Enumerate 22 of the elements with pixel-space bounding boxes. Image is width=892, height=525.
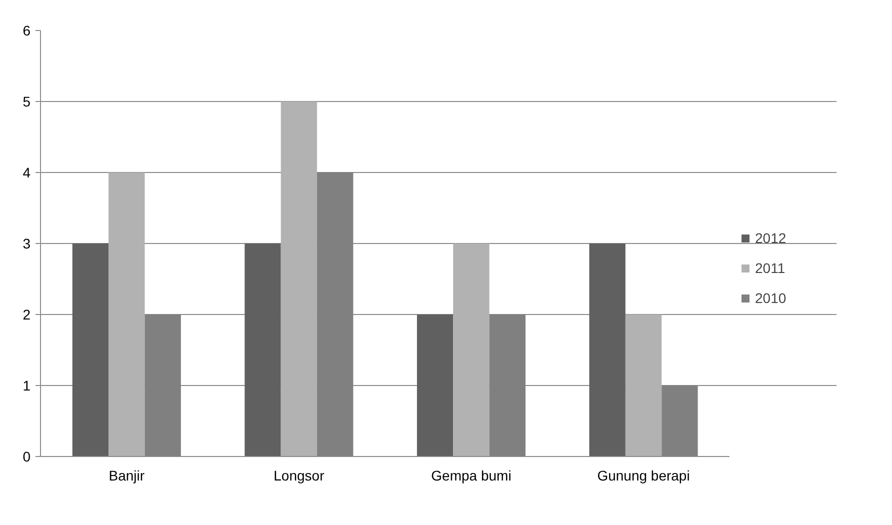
y-tick-label: 0: [22, 448, 31, 464]
bar: [625, 314, 662, 456]
y-tick-label: 5: [22, 94, 31, 110]
legend-label: 2010: [755, 290, 786, 306]
x-tick-label: Banjir: [108, 468, 145, 484]
bar: [72, 244, 109, 456]
bar: [453, 244, 490, 456]
bar: [280, 102, 318, 456]
bar: [108, 172, 145, 456]
y-tick-label: 1: [22, 378, 31, 394]
x-tick-label: Longsor: [274, 468, 325, 484]
x-tick-label: Gempa bumi: [431, 468, 512, 484]
y-tick-label: 6: [22, 22, 31, 38]
bar: [589, 244, 626, 456]
y-tick-label: 3: [22, 236, 31, 252]
x-tick-label: Gunung berapi: [597, 468, 690, 484]
bar: [416, 314, 454, 456]
legend-label: 2012: [755, 230, 786, 246]
y-tick-label: 4: [22, 164, 31, 180]
legend-label: 2011: [755, 260, 786, 276]
y-tick-label: 2: [22, 306, 31, 322]
bar: [244, 244, 281, 456]
